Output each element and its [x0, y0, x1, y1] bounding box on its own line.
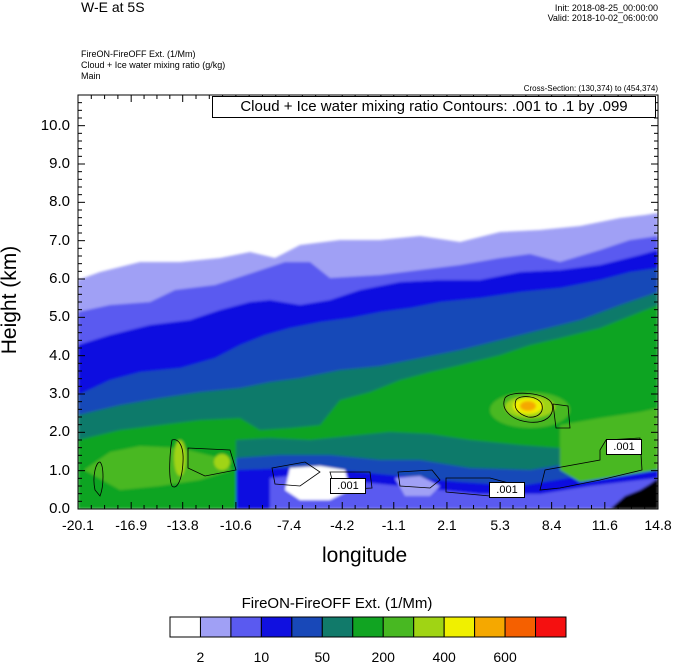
plot-area — [78, 95, 658, 509]
contour-east-core-3 — [552, 403, 571, 429]
colorbar-swatch — [169, 616, 201, 638]
colorbar-label: 2 — [196, 649, 205, 665]
colorbar — [169, 616, 567, 638]
y-tick-label: 5.0 — [49, 308, 70, 326]
field-description-2: Cloud + Ice water mixing ratio (g/kg) — [81, 60, 226, 70]
colorbar-swatch — [291, 616, 323, 638]
y-tick-label: 0.0 — [49, 500, 70, 517]
y-axis-ticks — [78, 94, 658, 510]
x-tick-label: 11.6 — [591, 517, 618, 533]
colorbar-swatch — [474, 616, 506, 638]
x-tick-label: 8.4 — [541, 517, 562, 533]
y-tick-label: 1.0 — [49, 461, 70, 479]
cross-section-label: Cross-Section: (130,374) to (454,374) — [523, 84, 658, 93]
contour-east-core-2 — [514, 396, 543, 418]
x-tick-label: 5.3 — [490, 517, 510, 533]
y-tick-label: 4.0 — [49, 346, 70, 364]
colorbar-swatch — [260, 616, 293, 638]
x-tick-label: -7.4 — [276, 517, 302, 533]
contour-label-1: .001 — [330, 478, 366, 494]
colorbar-swatch — [352, 616, 384, 638]
contour-label-3: .001 — [606, 439, 642, 455]
colorbar-label: 200 — [371, 649, 395, 665]
x-tick-label: 2.1 — [437, 517, 457, 533]
y-tick-label: 10.0 — [40, 116, 70, 134]
x-axis-label: longitude — [322, 544, 408, 567]
level-orange-core — [520, 401, 536, 411]
colorbar-title: FireON-FireOFF Ext. (1/Mm) — [241, 595, 433, 612]
x-tick-label: -16.9 — [115, 517, 148, 533]
level-yellow-green-west — [174, 440, 186, 476]
x-tick-label: -13.8 — [166, 517, 199, 533]
contour-west-1 — [169, 439, 184, 488]
colorbar-label: 50 — [314, 649, 331, 665]
field-description-1: FireON-FireOFF Ext. (1/Mm) — [81, 49, 196, 59]
colorbar-swatch — [199, 616, 232, 638]
field-description-3: Main — [81, 71, 101, 81]
y-tick-label: 7.0 — [49, 231, 70, 249]
colorbar-swatch — [413, 616, 445, 638]
contour-west-3 — [93, 461, 104, 497]
contour-mid-3 — [397, 469, 441, 489]
init-time: Init: 2018-08-25_00:00:00 — [554, 3, 658, 13]
y-tick-label: 3.0 — [49, 385, 70, 402]
level-yellow-green-west-2 — [214, 454, 230, 470]
level-light-blue-gap — [395, 476, 440, 496]
x-tick-label: -20.1 — [62, 517, 94, 533]
contour-info-label: Cloud + Ice water mixing ratio Contours:… — [212, 96, 656, 118]
contour-label-2: .001 — [489, 482, 525, 498]
y-tick-label: 8.0 — [49, 193, 70, 211]
colorbar-swatch — [504, 616, 537, 638]
contour-east-core-1 — [503, 392, 553, 423]
colorbar-swatch — [535, 616, 567, 638]
terrain-black — [610, 478, 658, 509]
x-tick-label: -4.2 — [330, 517, 355, 533]
colorbar-label: 600 — [493, 649, 517, 665]
contour-west-2 — [187, 447, 237, 477]
colorbar-label: 400 — [432, 649, 456, 665]
colorbar-swatch — [230, 616, 262, 638]
plot-title: W-E at 5S — [81, 0, 145, 15]
colorbar-swatch — [321, 616, 354, 638]
x-tick-label: 14.8 — [644, 517, 672, 533]
y-tick-label: 9.0 — [49, 155, 70, 172]
colorbar-swatch — [382, 616, 415, 638]
level-light-green — [84, 446, 232, 490]
level-medium-blue-surface — [270, 474, 658, 509]
contour-mid-1 — [271, 461, 321, 487]
shaded-field — [78, 213, 658, 509]
colorbar-label: 10 — [253, 649, 270, 665]
valid-time: Valid: 2018-10-02_06:00:00 — [547, 13, 658, 23]
y-axis-label: Height (km) — [0, 245, 21, 355]
x-tick-label: -10.6 — [219, 517, 252, 533]
y-tick-label: 2.0 — [49, 423, 70, 441]
y-tick-label: 6.0 — [49, 270, 70, 287]
x-tick-label: -1.1 — [381, 517, 406, 533]
colorbar-swatch — [443, 616, 476, 638]
